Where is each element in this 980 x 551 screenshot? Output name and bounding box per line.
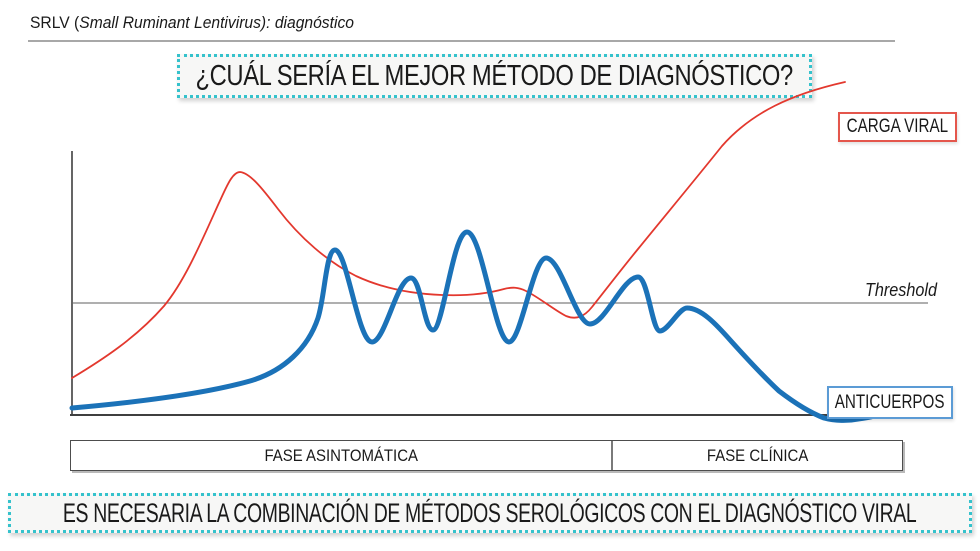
threshold-label: Threshold xyxy=(864,280,937,300)
carga-viral-curve xyxy=(71,81,846,379)
header-prefix: SRLV ( xyxy=(30,13,80,32)
conclusion-banner-box: ES NECESARIA LA COMBINACIÓN DE MÉTODOS S… xyxy=(8,493,972,533)
header-virus-name: Small Ruminant Lentivirus xyxy=(79,13,261,32)
header-divider-line xyxy=(28,40,895,42)
anticuerpos-label: ANTICUERPOS xyxy=(835,391,945,413)
anticuerpos-legend-box: ANTICUERPOS xyxy=(827,386,953,419)
slide-header: SRLV (Small Ruminant Lentivirus): diagnó… xyxy=(30,13,382,33)
phase-clinica-label: FASE CLÍNICA xyxy=(706,445,809,465)
question-title-box: ¿CUÁL SERÍA EL MEJOR MÉTODO DE DIAGNÓSTI… xyxy=(177,54,812,98)
question-title: ¿CUÁL SERÍA EL MEJOR MÉTODO DE DIAGNÓSTI… xyxy=(195,59,794,92)
header-suffix: ): diagnóstico xyxy=(260,13,354,32)
phase-asintomatica-cell: FASE ASINTOMÁTICA xyxy=(71,441,611,470)
phase-clinica-cell: FASE CLÍNICA xyxy=(611,441,902,470)
carga-viral-label: CARGA VIRAL xyxy=(846,116,949,137)
anticuerpos-curve xyxy=(69,229,877,423)
carga-viral-legend-box: CARGA VIRAL xyxy=(838,112,957,142)
phase-axis: FASE ASINTOMÁTICA FASE CLÍNICA xyxy=(70,440,903,471)
conclusion-banner-text: ES NECESARIA LA COMBINACIÓN DE MÉTODOS S… xyxy=(63,497,917,528)
phase-asintomatica-label: FASE ASINTOMÁTICA xyxy=(264,445,418,465)
